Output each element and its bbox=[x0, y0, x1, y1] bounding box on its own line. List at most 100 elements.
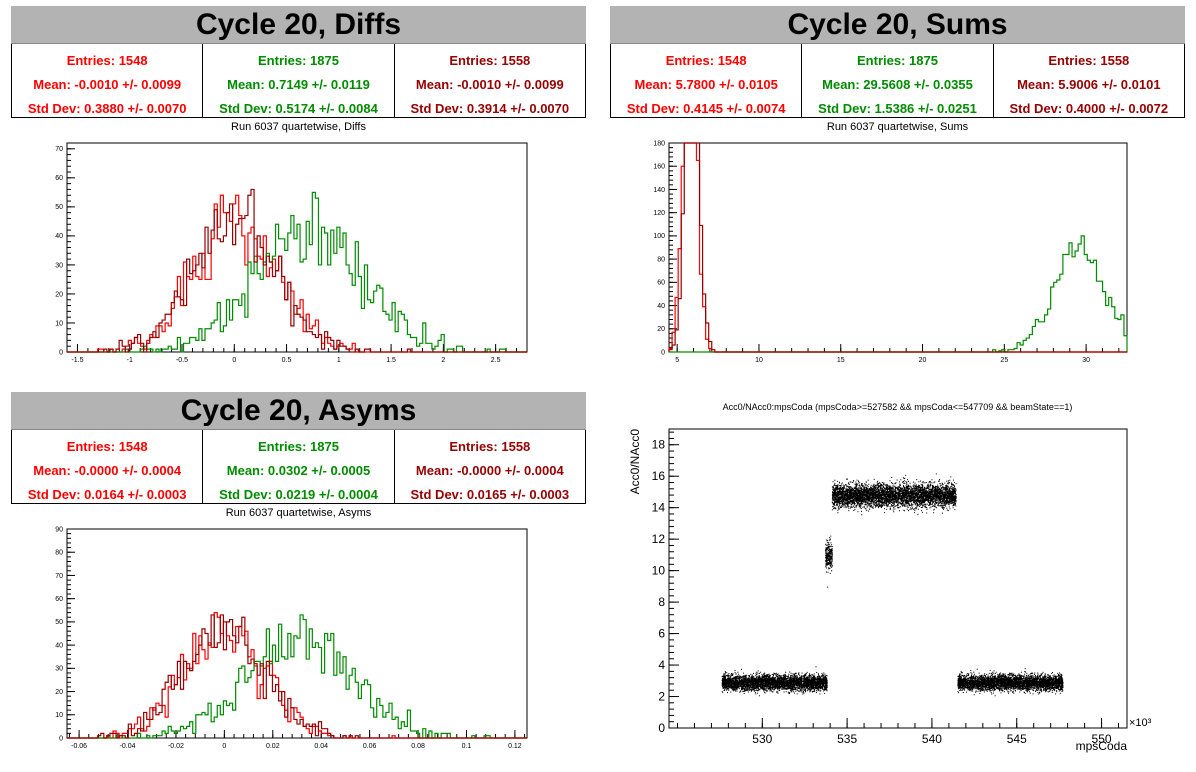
x-tick-label: 1.5 bbox=[386, 357, 396, 364]
y-tick-label: 10 bbox=[55, 712, 63, 719]
x-tick-label: 15 bbox=[837, 357, 845, 364]
scatter-cluster bbox=[831, 473, 957, 516]
y-tick-label: 20 bbox=[657, 326, 665, 333]
y-tick-label: 50 bbox=[55, 204, 63, 211]
scatter-cluster bbox=[721, 666, 828, 697]
y-tick-label: 6 bbox=[658, 627, 665, 641]
sums-series-line bbox=[669, 235, 1128, 353]
stat-std: Std Dev: 0.4145 +/- 0.0074 bbox=[626, 101, 786, 116]
x-tick-label: 5 bbox=[675, 357, 679, 364]
stat-std: Std Dev: 0.3914 +/- 0.0070 bbox=[410, 101, 570, 116]
y-tick-label: 100 bbox=[653, 233, 665, 240]
y-tick-label: 90 bbox=[55, 526, 63, 533]
stat-std: Std Dev: 1.5386 +/- 0.0251 bbox=[818, 101, 977, 116]
diffs-series-line bbox=[67, 188, 527, 353]
y-tick-label: 40 bbox=[657, 303, 665, 310]
stat-entries: Entries: 1548 bbox=[665, 53, 747, 68]
x-tick-label: -1.5 bbox=[71, 357, 83, 364]
diffs-stats: Entries: 1548 Mean: -0.0010 +/- 0.0099 S… bbox=[11, 44, 586, 118]
x-tick-label: 1 bbox=[337, 357, 341, 364]
y-tick-label: 0 bbox=[661, 349, 665, 356]
y-tick-label: 70 bbox=[55, 573, 63, 580]
y-tick-label: 14 bbox=[652, 501, 666, 515]
x-tick-label: 540 bbox=[922, 732, 942, 746]
stat-std: Std Dev: 0.5174 +/- 0.0084 bbox=[219, 101, 378, 116]
diffs-run-title: Run 6037 quartetwise, Diffs bbox=[231, 121, 366, 133]
asyms-stats: Entries: 1548 Mean: -0.0000 +/- 0.0004 S… bbox=[11, 430, 586, 504]
asyms-series-line bbox=[67, 614, 527, 739]
y-tick-label: 30 bbox=[55, 262, 63, 269]
diffs-title: Cycle 20, Diffs bbox=[11, 6, 586, 44]
sums-frame bbox=[668, 142, 1128, 353]
stat-entries: Entries: 1558 bbox=[449, 439, 531, 454]
stat-box: Entries: 1558 Mean: -0.0000 +/- 0.0004 S… bbox=[395, 430, 585, 503]
x-tick-label: 2 bbox=[441, 357, 445, 364]
stat-mean: Mean: 29.5608 +/- 0.0355 bbox=[822, 77, 973, 92]
y-tick-label: 10 bbox=[652, 564, 666, 578]
asyms-run-title: Run 6037 quartetwise, Asyms bbox=[225, 507, 372, 519]
y-tick-label: 70 bbox=[55, 146, 63, 153]
stat-std: Std Dev: 0.0219 +/- 0.0004 bbox=[219, 487, 378, 502]
x-tick-label: 0 bbox=[232, 357, 236, 364]
stat-box: Entries: 1558 Mean: 5.9006 +/- 0.0101 St… bbox=[994, 44, 1184, 117]
stat-box: Entries: 1558 Mean: -0.0010 +/- 0.0099 S… bbox=[395, 44, 585, 117]
stat-std: Std Dev: 0.4000 +/- 0.0072 bbox=[1009, 101, 1169, 116]
stat-box: Entries: 1548 Mean: 5.7800 +/- 0.0105 St… bbox=[611, 44, 803, 117]
scatter-cluster bbox=[957, 668, 1064, 697]
x-tick-label: 30 bbox=[1082, 357, 1090, 364]
scatter-cluster bbox=[825, 535, 833, 588]
y-tick-label: 40 bbox=[55, 642, 63, 649]
x-tick-label: 530 bbox=[752, 732, 772, 746]
x-tick-label: 0.06 bbox=[363, 743, 377, 750]
y-tick-label: 80 bbox=[657, 256, 665, 263]
y-tick-label: 40 bbox=[55, 233, 63, 240]
x-tick-label: -0.06 bbox=[71, 743, 87, 750]
y-tick-label: 60 bbox=[55, 596, 63, 603]
x-tick-label: -0.5 bbox=[176, 357, 188, 364]
y-tick-label: 0 bbox=[59, 735, 63, 742]
stat-entries: Entries: 1875 bbox=[857, 53, 938, 68]
y-tick-label: 60 bbox=[55, 175, 63, 182]
x-tick-label: 10 bbox=[755, 357, 763, 364]
y-tick-label: 60 bbox=[657, 280, 665, 287]
x-tick-label: 545 bbox=[1007, 732, 1027, 746]
y-tick-label: 2 bbox=[658, 690, 665, 704]
stat-box: Entries: 1548 Mean: -0.0010 +/- 0.0099 S… bbox=[12, 44, 204, 117]
y-tick-label: 8 bbox=[658, 595, 665, 609]
stat-entries: Entries: 1548 bbox=[66, 439, 148, 454]
stat-entries: Entries: 1875 bbox=[258, 439, 339, 454]
stat-entries: Entries: 1548 bbox=[66, 53, 148, 68]
asyms-frame bbox=[66, 528, 528, 739]
x-tick-label: 0.12 bbox=[508, 743, 522, 750]
x-tick-label: 550 bbox=[1092, 732, 1112, 746]
sums-series-line bbox=[668, 142, 1127, 353]
x-axis-label: mpsCoda bbox=[1076, 739, 1128, 753]
stat-box: Entries: 1875 Mean: 29.5608 +/- 0.0355 S… bbox=[802, 44, 994, 117]
y-tick-label: 12 bbox=[652, 532, 666, 546]
x-tick-label: 0.1 bbox=[462, 743, 472, 750]
asyms-title: Cycle 20, Asyms bbox=[11, 392, 586, 430]
sums-run-title: Run 6037 quartetwise, Sums bbox=[826, 121, 969, 133]
y-tick-label: 30 bbox=[55, 666, 63, 673]
stat-mean: Mean: -0.0000 +/- 0.0004 bbox=[415, 463, 564, 478]
x-tick-label: 2.5 bbox=[491, 357, 501, 364]
stat-mean: Mean: 0.7149 +/- 0.0119 bbox=[227, 77, 370, 92]
diffs-frame bbox=[66, 142, 528, 353]
stat-mean: Mean: 5.7800 +/- 0.0105 bbox=[634, 77, 778, 92]
stat-mean: Mean: -0.0000 +/- 0.0004 bbox=[33, 463, 182, 478]
y-tick-label: 20 bbox=[55, 291, 63, 298]
x-tick-label: 535 bbox=[837, 732, 857, 746]
x-tick-label: 25 bbox=[1000, 357, 1008, 364]
stat-entries: Entries: 1875 bbox=[258, 53, 339, 68]
x-tick-label: -0.04 bbox=[120, 743, 136, 750]
stat-std: Std Dev: 0.0164 +/- 0.0003 bbox=[27, 487, 187, 502]
x-tick-label: 0.02 bbox=[266, 743, 280, 750]
x-tick-label: 0.04 bbox=[314, 743, 328, 750]
stat-mean: Mean: 0.0302 +/- 0.0005 bbox=[226, 463, 371, 478]
y-tick-label: 120 bbox=[653, 210, 665, 217]
x-tick-label: -1 bbox=[127, 357, 133, 364]
y-tick-label: 20 bbox=[55, 689, 63, 696]
y-tick-label: 0 bbox=[59, 349, 63, 356]
stat-entries: Entries: 1558 bbox=[449, 53, 531, 68]
